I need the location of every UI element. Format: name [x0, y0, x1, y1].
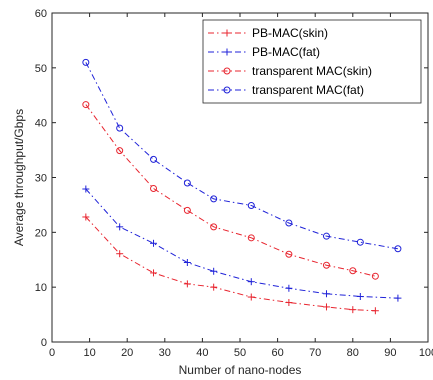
- data-point: [116, 124, 124, 132]
- legend-marker: [223, 29, 231, 37]
- data-point: [349, 306, 357, 314]
- data-point: [210, 223, 218, 231]
- x-axis: 0 10 20 30 40 50 60 70 80 90 100: [49, 13, 433, 359]
- data-point: [356, 292, 364, 300]
- legend-label: transparent MAC(skin): [252, 64, 372, 78]
- data-point: [82, 101, 90, 109]
- y-tick-label: 20: [35, 227, 47, 239]
- y-tick-label: 0: [41, 337, 47, 349]
- legend-entry: PB-MAC(skin): [208, 26, 328, 40]
- data-point: [150, 184, 158, 192]
- data-point: [183, 206, 191, 214]
- data-point: [210, 195, 218, 203]
- data-point: [116, 223, 124, 231]
- x-tick-label: 50: [234, 347, 246, 359]
- x-tick-label: 80: [347, 347, 359, 359]
- data-point: [322, 261, 330, 269]
- legend-marker: [223, 67, 231, 75]
- plot-marks: [82, 58, 402, 315]
- data-point: [210, 283, 218, 291]
- data-point: [285, 219, 293, 227]
- data-point: [82, 58, 90, 66]
- data-point: [247, 234, 255, 242]
- series-1: [82, 185, 402, 302]
- data-point: [371, 272, 379, 280]
- legend-entry: transparent MAC(fat): [208, 83, 364, 97]
- series-2: [82, 101, 379, 280]
- x-tick-label: 70: [309, 347, 321, 359]
- x-axis-label: Number of nano-nodes: [179, 363, 302, 377]
- data-point: [247, 201, 255, 209]
- series-line: [85, 104, 376, 277]
- series-line: [85, 62, 399, 250]
- data-point: [210, 267, 218, 275]
- x-tick-label: 20: [121, 347, 133, 359]
- data-point: [322, 303, 330, 311]
- x-tick-label: 10: [83, 347, 95, 359]
- data-point: [183, 280, 191, 288]
- data-point: [285, 250, 293, 258]
- data-point: [285, 284, 293, 292]
- data-point: [394, 245, 402, 253]
- y-tick-label: 50: [35, 63, 47, 75]
- data-point: [322, 290, 330, 298]
- data-point: [285, 299, 293, 307]
- data-point: [116, 147, 124, 155]
- x-tick-label: 30: [159, 347, 171, 359]
- data-point: [183, 258, 191, 266]
- y-tick-label: 10: [35, 282, 47, 294]
- x-tick-label: 100: [419, 347, 433, 359]
- legend-marker: [223, 86, 231, 94]
- data-point: [116, 250, 124, 258]
- legend-label: PB-MAC(skin): [252, 26, 328, 40]
- y-tick-label: 40: [35, 118, 47, 130]
- legend-entry: transparent MAC(skin): [208, 64, 372, 78]
- data-point: [322, 232, 330, 240]
- series-line: [85, 188, 398, 299]
- legend-label: PB-MAC(fat): [252, 45, 320, 59]
- data-point: [356, 238, 364, 246]
- legend-box: [202, 19, 422, 104]
- series-0: [82, 213, 379, 315]
- data-point: [349, 267, 357, 275]
- data-point: [247, 293, 255, 301]
- legend-label: transparent MAC(fat): [252, 83, 364, 97]
- legend-entry: PB-MAC(fat): [208, 45, 320, 59]
- data-point: [150, 239, 158, 247]
- data-point: [247, 278, 255, 286]
- legend: PB-MAC(skin) PB-MAC(fat) transparent MAC(s…: [202, 19, 422, 104]
- series-3: [82, 58, 402, 253]
- data-point: [150, 155, 158, 163]
- y-axis-label: Average throughput/Gbps: [12, 109, 26, 246]
- series-line: [85, 216, 376, 312]
- y-tick-label: 30: [35, 173, 47, 185]
- y-tick-label: 60: [35, 8, 47, 20]
- data-point: [183, 179, 191, 187]
- data-point: [150, 269, 158, 277]
- data-point: [82, 213, 90, 221]
- x-tick-label: 60: [271, 347, 283, 359]
- x-tick-label: 40: [196, 347, 208, 359]
- data-point: [394, 294, 402, 302]
- x-tick-label: 0: [49, 347, 55, 359]
- data-point: [371, 307, 379, 315]
- legend-marker: [223, 48, 231, 56]
- data-point: [82, 185, 90, 193]
- y-axis: 0 10 20 30 40 50 60: [35, 8, 428, 349]
- x-tick-label: 90: [384, 347, 396, 359]
